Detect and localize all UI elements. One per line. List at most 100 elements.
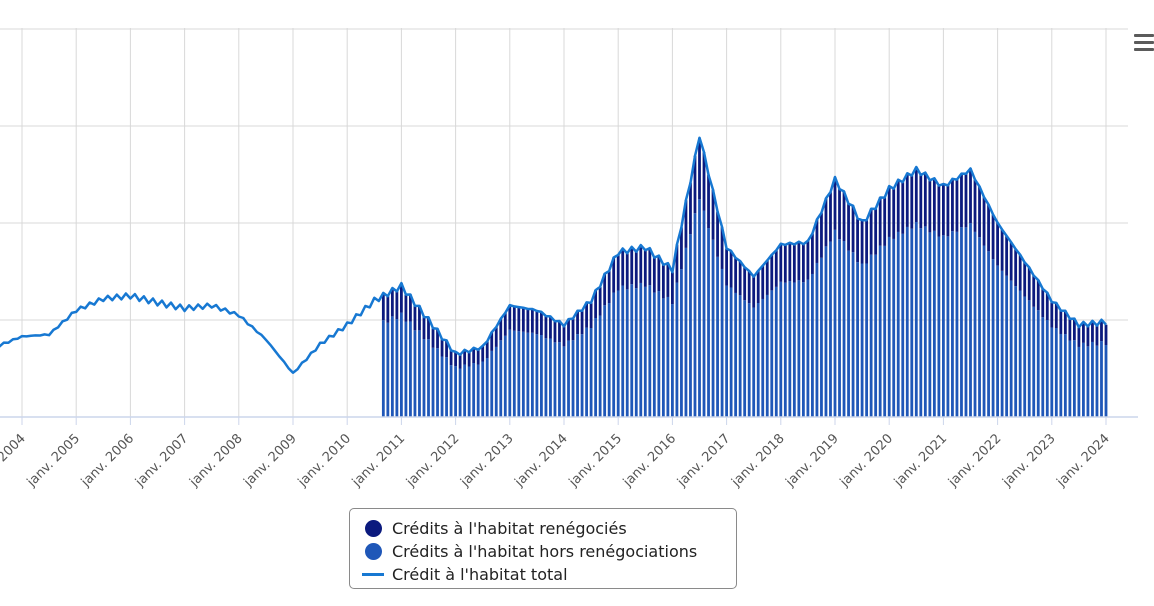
bar-hors-renegociations — [652, 292, 656, 417]
bar-hors-renegociations — [978, 237, 981, 417]
bar-renegocies — [1018, 254, 1022, 291]
bar-renegocies — [698, 137, 701, 200]
bar-renegocies — [801, 244, 805, 283]
bar-hors-renegociations — [1005, 275, 1009, 417]
bar-hors-renegociations — [481, 361, 485, 417]
bar-renegocies — [454, 351, 458, 367]
x-tick-label: janv. 2015 — [566, 431, 625, 490]
bar-renegocies — [892, 188, 896, 239]
bar-renegocies — [982, 197, 986, 246]
bar-hors-renegociations — [752, 307, 756, 417]
bar-renegocies — [978, 186, 981, 238]
bar-hors-renegociations — [991, 259, 995, 417]
bar-renegocies — [901, 182, 905, 234]
bar-hors-renegociations — [440, 356, 444, 417]
bar-hors-renegociations — [869, 254, 873, 417]
bar-hors-renegociations — [1054, 327, 1058, 417]
bar-hors-renegociations — [670, 304, 674, 417]
bar-hors-renegociations — [540, 335, 543, 417]
bar-hors-renegociations — [1077, 346, 1081, 417]
bar-hors-renegociations — [449, 365, 453, 417]
bar-renegocies — [589, 302, 593, 329]
bar-hors-renegociations — [743, 300, 747, 417]
bar-hors-renegociations — [955, 231, 959, 417]
bar-hors-renegociations — [901, 233, 905, 417]
line-series — [0, 136, 1107, 374]
bar-renegocies — [517, 307, 521, 332]
bar-renegocies — [1082, 321, 1085, 343]
bar-hors-renegociations — [1095, 345, 1099, 417]
bar-renegocies — [1072, 318, 1076, 341]
bar-renegocies — [1063, 310, 1067, 335]
bar-renegocies — [820, 212, 823, 258]
bar-renegocies — [445, 340, 448, 358]
legend-item-total[interactable]: Crédit à l'habitat total — [362, 563, 568, 585]
bar-hors-renegociations — [643, 286, 647, 417]
bar-renegocies — [1091, 320, 1094, 342]
bar-renegocies — [508, 305, 512, 330]
legend-item-hors[interactable]: Crédits à l'habitat hors renégociations — [362, 540, 697, 562]
bar-hors-renegociations — [887, 236, 891, 417]
bar-renegocies — [598, 286, 602, 316]
bar-hors-renegociations — [427, 339, 430, 417]
bar-renegocies — [1045, 292, 1049, 321]
bar-renegocies — [553, 321, 557, 343]
bar-renegocies — [815, 219, 819, 263]
bar-renegocies — [512, 306, 516, 331]
bar-hors-renegociations — [485, 358, 489, 417]
bar-renegocies — [734, 257, 738, 293]
bar-renegocies — [440, 339, 444, 357]
bar-renegocies — [571, 318, 575, 341]
bar-hors-renegociations — [851, 252, 855, 417]
bar-hors-renegociations — [494, 346, 498, 417]
bar-hors-renegociations — [1045, 320, 1049, 417]
bar-renegocies — [390, 287, 394, 317]
bar-renegocies — [702, 152, 706, 211]
bar-renegocies — [652, 257, 656, 293]
bar-hors-renegociations — [512, 330, 516, 417]
bar-hors-renegociations — [914, 221, 918, 417]
bar-renegocies — [1023, 262, 1027, 297]
bar-hors-renegociations — [508, 329, 512, 417]
bar-renegocies — [675, 244, 679, 283]
bar-hors-renegociations — [720, 268, 724, 417]
bar-hors-renegociations — [711, 239, 715, 417]
chart-menu-button[interactable] — [1134, 34, 1154, 58]
bar-renegocies — [711, 189, 715, 240]
legend-item-renegocies[interactable]: Crédits à l'habitat renégociés — [362, 517, 627, 539]
bar-renegocies — [752, 276, 756, 308]
bar-renegocies — [567, 319, 570, 341]
bar-hors-renegociations — [413, 330, 417, 417]
bar-hors-renegociations — [941, 235, 945, 417]
bar-hors-renegociations — [680, 269, 683, 417]
bar-renegocies — [607, 270, 611, 304]
bar-hors-renegociations — [937, 236, 941, 417]
legend-dot-icon — [364, 519, 382, 537]
bar-renegocies — [729, 250, 733, 288]
bar-renegocies — [811, 233, 814, 274]
bar-hors-renegociations — [630, 284, 634, 417]
bar-hors-renegociations — [847, 250, 850, 417]
bar-renegocies — [490, 332, 494, 351]
bar-hors-renegociations — [1027, 300, 1031, 417]
bar-renegocies — [431, 328, 435, 348]
bar-renegocies — [449, 350, 453, 366]
bar-renegocies — [458, 354, 462, 369]
x-tick-label: janv. 2016 — [620, 431, 679, 490]
bar-hors-renegociations — [431, 347, 435, 417]
bar-hors-renegociations — [892, 238, 896, 417]
bar-hors-renegociations — [1068, 340, 1072, 417]
bar-hors-renegociations — [770, 290, 774, 417]
bar-hors-renegociations — [1050, 327, 1054, 417]
bar-renegocies — [725, 248, 729, 286]
bar-hors-renegociations — [811, 273, 814, 417]
bar-hors-renegociations — [1009, 280, 1013, 417]
bar-renegocies — [1000, 229, 1004, 271]
bar-hors-renegociations — [923, 226, 927, 417]
bar-hors-renegociations — [693, 213, 697, 417]
x-tick-label: janv. 2019 — [783, 431, 842, 490]
bar-renegocies — [1009, 242, 1013, 281]
x-tick-label: janv. 2009 — [241, 431, 300, 490]
bar-renegocies — [973, 179, 977, 232]
bar-hors-renegociations — [919, 228, 923, 417]
